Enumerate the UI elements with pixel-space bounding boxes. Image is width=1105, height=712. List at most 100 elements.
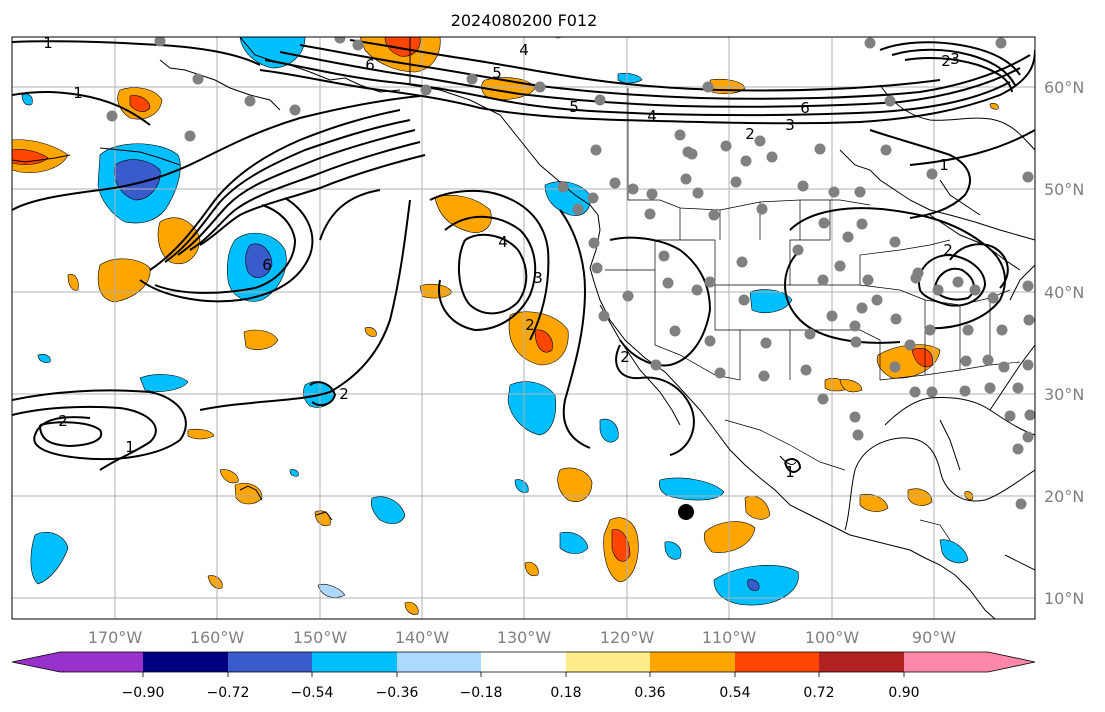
contour-label: 1 <box>73 84 83 102</box>
station-dot <box>854 186 866 198</box>
contour-label: 1 <box>125 438 135 456</box>
colorbar-segment <box>312 652 397 672</box>
station-dot <box>1023 314 1035 326</box>
contour-label: 5 <box>569 98 579 116</box>
station-dot <box>959 385 971 397</box>
contour-label: 2 <box>745 125 755 143</box>
lon-tick-labels: 170°W 160°W 150°W 140°W 130°W 120°W 110°… <box>88 628 956 647</box>
lon-tick-label: 90°W <box>912 628 956 647</box>
station-dot <box>609 177 621 189</box>
contour-label: 4 <box>498 233 508 251</box>
colorbar-tick-label: −0.72 <box>207 685 250 701</box>
contour-label: 1 <box>785 463 795 481</box>
station-dot <box>996 324 1008 336</box>
contour-label: 6 <box>800 99 810 117</box>
station-dot <box>849 320 861 332</box>
station-dot <box>849 411 861 423</box>
storm-marker <box>678 504 694 520</box>
map-frame <box>11 36 1036 620</box>
station-dot <box>1024 409 1035 421</box>
colorbar-tick-label: −0.18 <box>460 685 503 701</box>
station-dot <box>557 181 569 193</box>
contour-label: 6 <box>262 256 272 274</box>
contour-label: 2 <box>339 385 349 403</box>
station-dot <box>646 188 658 200</box>
station-dot <box>842 231 854 243</box>
station-dot <box>686 148 698 160</box>
station-dot <box>680 173 692 185</box>
station-dot <box>871 294 883 306</box>
station-dot <box>926 168 938 180</box>
station-dot <box>662 277 674 289</box>
station-dot <box>880 144 892 156</box>
lon-tick-label: 130°W <box>497 628 552 647</box>
colorbar: −0.90 −0.72 −0.54 −0.36 −0.18 0.18 0.36 … <box>11 651 1036 701</box>
colorbar-segment <box>819 652 904 672</box>
lat-tick-label: 60°N <box>1044 78 1084 97</box>
contour-label: 2 <box>941 52 951 70</box>
station-dot <box>736 256 748 268</box>
station-dot <box>334 37 346 44</box>
station-dot <box>1004 410 1016 422</box>
lat-tick-label: 40°N <box>1044 283 1084 302</box>
station-dot <box>1015 498 1027 510</box>
station-dot <box>714 367 726 379</box>
colorbar-tick-label: 0.54 <box>719 685 750 701</box>
station-dot <box>889 361 901 373</box>
colorbar-segment <box>143 652 228 672</box>
station-dot <box>998 361 1010 373</box>
station-dot <box>720 140 732 152</box>
station-dot <box>420 84 432 96</box>
station-dot <box>814 143 826 155</box>
station-dot <box>704 276 716 288</box>
station-dot <box>850 336 862 348</box>
contour-label: 1 <box>43 34 53 52</box>
station-dot <box>987 292 999 304</box>
contour-label: 3 <box>950 50 960 68</box>
station-dot <box>817 393 829 405</box>
colorbar-tick-label: −0.36 <box>376 685 419 701</box>
station-dot <box>754 135 766 147</box>
lon-tick-label: 140°W <box>395 628 450 647</box>
station-dot <box>760 337 772 349</box>
station-dot <box>622 290 634 302</box>
station-dot <box>912 267 924 279</box>
station-dot <box>594 94 606 106</box>
station-dot <box>674 129 686 141</box>
lon-tick-label: 100°W <box>805 628 860 647</box>
state-borders <box>605 88 1021 541</box>
station-dots <box>106 37 1035 510</box>
contour-label: 3 <box>533 269 543 287</box>
lat-tick-label: 20°N <box>1044 487 1084 506</box>
colorbar-outline <box>11 651 1036 673</box>
station-dot <box>856 218 868 230</box>
lon-tick-label: 170°W <box>88 628 143 647</box>
station-dot <box>756 203 768 215</box>
station-dot <box>289 104 301 116</box>
station-dot <box>591 262 603 274</box>
colorbar-segment <box>650 652 735 672</box>
station-dot <box>995 37 1007 49</box>
station-dot <box>962 324 974 336</box>
contour-label: 2 <box>620 348 630 366</box>
colorbar-segment <box>228 652 312 672</box>
station-dot <box>352 39 364 51</box>
contour-label: 2 <box>943 241 953 259</box>
station-dot <box>588 237 600 249</box>
station-dot <box>758 370 770 382</box>
station-dot <box>856 302 868 314</box>
station-dot <box>590 144 602 156</box>
station-dot <box>704 335 716 347</box>
lon-tick-label: 150°W <box>293 628 348 647</box>
station-dot <box>1012 443 1024 455</box>
station-dot <box>244 95 256 107</box>
lon-tick-label: 110°W <box>702 628 757 647</box>
station-dot <box>828 186 840 198</box>
station-dot <box>106 110 118 122</box>
station-dot <box>644 208 656 220</box>
colorbar-tick-label: 0.72 <box>803 685 834 701</box>
station-dot <box>797 180 809 192</box>
station-dot <box>154 37 166 47</box>
contour-label: 1 <box>939 156 949 174</box>
station-dot <box>889 236 901 248</box>
